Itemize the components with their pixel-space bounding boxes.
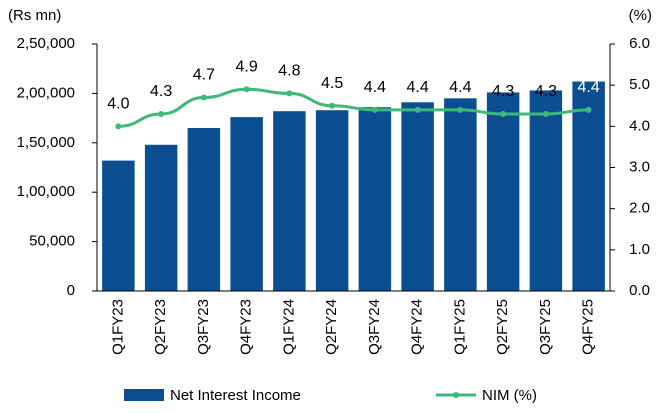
bar [273,111,306,292]
x-tick-label: Q4FY25 [580,299,597,355]
y-tick-label: 2,00,000 [17,84,75,101]
data-label: 4.5 [321,75,343,92]
line-point [457,106,464,113]
bar [315,110,349,291]
data-label: 4.3 [150,83,172,100]
data-label: 4.3 [535,83,557,100]
y2-tick-label: 1.0 [629,241,650,258]
legend-swatch [453,392,459,398]
data-label: 4.0 [107,96,129,113]
data-label: 4.3 [492,83,514,100]
bar [529,90,563,291]
y-tick-label: 1,50,000 [17,134,75,151]
line [118,87,589,128]
x-tick-label: Q4FY23 [238,299,255,355]
line-point [585,106,592,113]
line-point [158,110,165,117]
data-label: 4.4 [364,79,386,96]
bar [401,102,434,292]
bar [230,117,263,291]
bar [187,127,221,291]
legend-label: Net Interest Income [170,387,301,404]
data-label: 4.4 [578,79,600,96]
y2-tick-label: 3.0 [629,158,650,175]
legend-label: NIM (%) [482,387,537,404]
data-label: 4.4 [407,79,429,96]
x-tick-label: Q1FY25 [451,299,468,355]
data-label: 4.4 [449,79,471,96]
bar [144,144,178,291]
x-tick-label: Q3FY24 [366,299,383,355]
data-label: 4.8 [278,63,300,80]
bar [444,98,477,291]
y2-tick-label: 5.0 [629,76,650,93]
line-point [500,110,507,117]
bar [358,107,392,292]
x-tick-label: Q3FY23 [195,299,212,355]
line-point [542,110,549,117]
data-label: 4.9 [236,59,258,76]
y2-axis-label: (%) [629,7,652,24]
y-tick-label: 2,50,000 [17,35,75,52]
line-point [243,86,250,93]
line-point [286,90,293,97]
y-tick-label: 1,00,000 [17,183,75,200]
y-axis-label: (Rs mn) [8,7,61,24]
y2-tick-label: 2.0 [629,200,650,217]
x-tick-label: Q1FY24 [280,299,297,355]
x-tick-label: Q2FY23 [152,299,169,355]
x-tick-label: Q2FY25 [494,299,511,355]
bar [486,92,520,291]
x-tick-label: Q2FY24 [323,299,340,355]
y2-tick-label: 6.0 [629,35,650,52]
x-tick-label: Q1FY23 [109,299,126,355]
line-point [329,102,336,109]
line-point [371,106,378,113]
y2-tick-label: 0.0 [629,282,650,299]
y2-tick-label: 4.0 [629,117,650,134]
y-tick-label: 0 [67,282,75,299]
y-tick-label: 50,000 [29,233,75,250]
bar [572,81,605,291]
bar [102,160,135,291]
line-point [115,123,122,130]
legend-swatch [124,389,164,401]
line-point [414,106,421,113]
x-tick-label: Q4FY24 [409,299,426,355]
line-point [200,94,207,101]
data-label: 4.7 [193,67,215,84]
x-tick-label: Q3FY25 [537,299,554,355]
